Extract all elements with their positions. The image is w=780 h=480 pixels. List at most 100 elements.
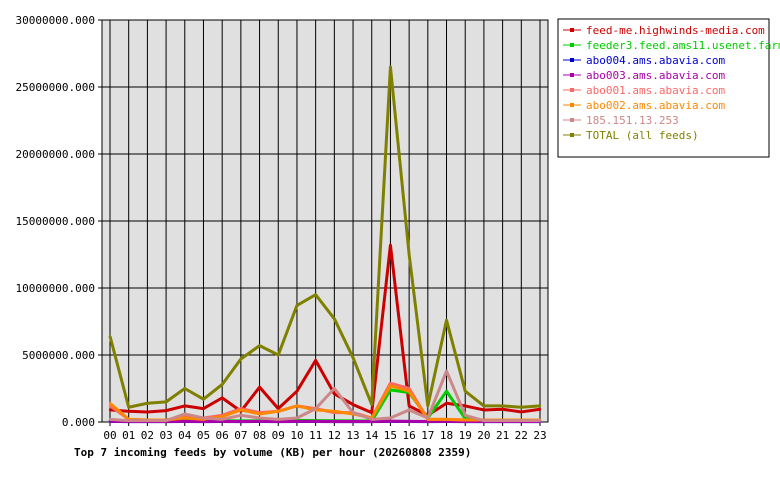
legend-marker: [570, 103, 574, 107]
data-point: [445, 418, 448, 421]
legend-marker: [570, 43, 574, 47]
data-point: [202, 420, 205, 423]
data-point: [258, 385, 261, 389]
data-point: [351, 420, 355, 423]
series-line: [109, 369, 540, 423]
data-point: [202, 398, 205, 401]
data-point: [295, 420, 299, 423]
data-point: [127, 410, 130, 413]
x-tick-label: 01: [122, 429, 135, 442]
x-tick-label: 19: [459, 429, 472, 442]
x-tick-label: 00: [103, 429, 116, 442]
data-point: [333, 420, 336, 423]
data-point: [239, 408, 243, 412]
data-point: [314, 407, 317, 410]
data-point: [127, 406, 130, 409]
data-point: [108, 418, 112, 421]
data-point: [501, 404, 504, 408]
y-tick-label: 25000000.000: [16, 81, 95, 94]
data-point: [108, 402, 112, 405]
data-point: [370, 403, 373, 406]
x-tick-label: 17: [421, 429, 434, 442]
data-point: [183, 420, 186, 423]
series-line: [108, 65, 541, 409]
chart-title: Top 7 incoming feeds by volume (KB) per …: [74, 446, 471, 459]
data-point: [407, 387, 411, 390]
data-point: [277, 407, 280, 410]
data-point: [501, 419, 504, 422]
legend-label: TOTAL (all feeds): [586, 129, 699, 142]
x-tick-label: 03: [159, 429, 172, 442]
legend-marker: [570, 28, 574, 32]
legend-marker: [570, 133, 574, 137]
data-point: [445, 369, 448, 373]
data-point: [464, 404, 467, 408]
data-point: [220, 415, 224, 418]
data-point: [520, 419, 523, 422]
x-tick-label: 09: [272, 429, 285, 442]
data-point: [202, 416, 205, 420]
x-tick-label: 20: [477, 429, 490, 442]
legend-marker: [570, 88, 574, 92]
data-point: [239, 357, 243, 361]
data-point: [538, 404, 542, 408]
y-tick-label: 15000000.000: [16, 215, 95, 228]
data-point: [407, 404, 411, 408]
x-tick-label: 10: [290, 429, 303, 442]
y-tick-label: 5000000.000: [22, 349, 95, 362]
data-point: [127, 419, 130, 422]
data-point: [333, 317, 336, 321]
data-point: [407, 253, 411, 256]
data-point: [426, 420, 430, 423]
x-tick-label: 04: [178, 429, 192, 442]
data-point: [501, 408, 504, 411]
data-point: [258, 416, 261, 420]
y-tick-label: 0.000: [62, 416, 95, 429]
data-point: [295, 389, 299, 393]
data-point: [108, 335, 112, 338]
legend-label: 185.151.13.253: [586, 114, 679, 127]
data-point: [407, 420, 411, 423]
data-point: [426, 404, 430, 408]
x-tick-label: 11: [309, 429, 322, 442]
data-point: [164, 409, 168, 412]
legend-marker: [570, 58, 574, 62]
x-tick-label: 08: [253, 429, 266, 442]
data-point: [520, 406, 523, 409]
legend-label: feed-me.highwinds-media.com: [586, 24, 765, 37]
data-point: [333, 410, 336, 413]
x-tick-label: 22: [515, 429, 528, 442]
legend-marker: [570, 73, 574, 77]
x-tick-label: 16: [403, 429, 416, 442]
y-tick-label: 20000000.000: [16, 148, 95, 161]
legend-marker: [570, 118, 574, 122]
data-point: [445, 402, 448, 405]
data-point: [407, 408, 411, 412]
data-point: [464, 414, 467, 417]
data-point: [389, 419, 392, 423]
x-tick-label: 15: [384, 429, 397, 442]
x-tick-label: 07: [234, 429, 247, 442]
x-tick-label: 14: [365, 429, 379, 442]
data-point: [389, 65, 392, 69]
data-point: [445, 389, 448, 393]
data-point: [277, 410, 280, 413]
data-point: [220, 418, 224, 421]
grid-lines: [102, 19, 548, 423]
x-tick-label: 21: [496, 429, 509, 442]
data-point: [295, 404, 299, 408]
data-point: [183, 416, 186, 420]
data-point: [295, 416, 299, 420]
data-point: [370, 418, 373, 421]
data-point: [351, 356, 355, 359]
data-point: [295, 304, 299, 307]
legend-label: abo004.ams.abavia.com: [586, 54, 725, 67]
data-point: [407, 389, 411, 393]
data-point: [183, 387, 186, 390]
data-point: [183, 404, 186, 408]
data-point: [202, 407, 205, 410]
data-point: [314, 420, 317, 423]
data-point: [482, 404, 486, 408]
legend-label: abo001.ams.abavia.com: [586, 84, 725, 97]
